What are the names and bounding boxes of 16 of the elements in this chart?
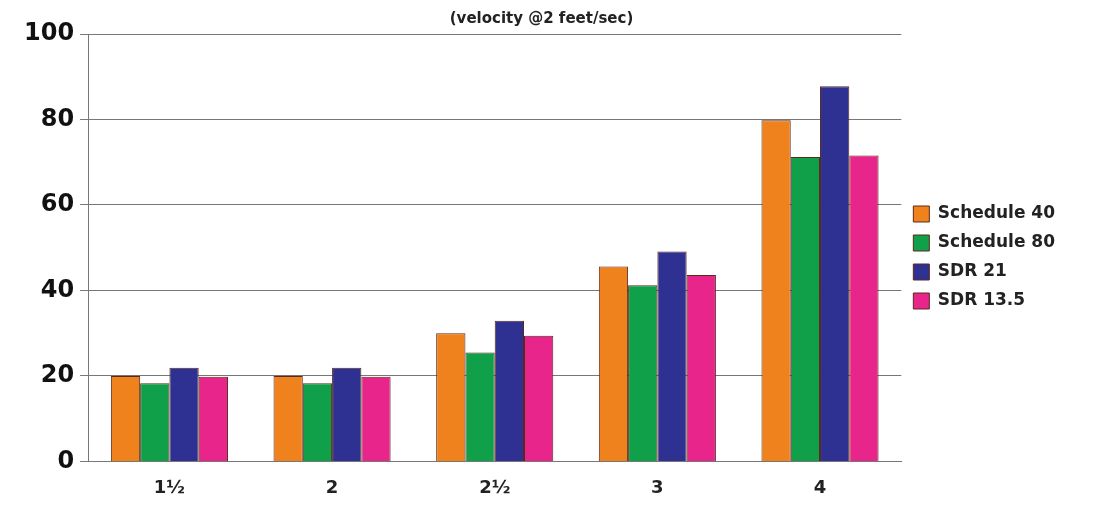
legend-label: SDR 13.5 xyxy=(937,289,1026,310)
y-tick-label: 20 xyxy=(40,360,75,389)
y-tick-label: 40 xyxy=(40,274,75,303)
x-tick-label: 4 xyxy=(813,475,827,497)
y-tick-label: 100 xyxy=(23,18,75,47)
x-tick-label: 2½ xyxy=(479,475,511,497)
y-tick-label: 0 xyxy=(57,445,75,474)
chart-title: (velocity @2 feet/sec) xyxy=(449,8,634,27)
x-tick-label: 3 xyxy=(651,475,664,497)
legend-label: SDR 21 xyxy=(937,260,1007,281)
x-tick-label: 1½ xyxy=(153,475,186,497)
y-tick-label: 80 xyxy=(40,103,75,132)
legend-label: Schedule 80 xyxy=(937,231,1056,252)
y-tick-label: 60 xyxy=(40,189,75,218)
legend-label: Schedule 40 xyxy=(937,202,1056,223)
x-tick-label: 2 xyxy=(325,475,339,497)
